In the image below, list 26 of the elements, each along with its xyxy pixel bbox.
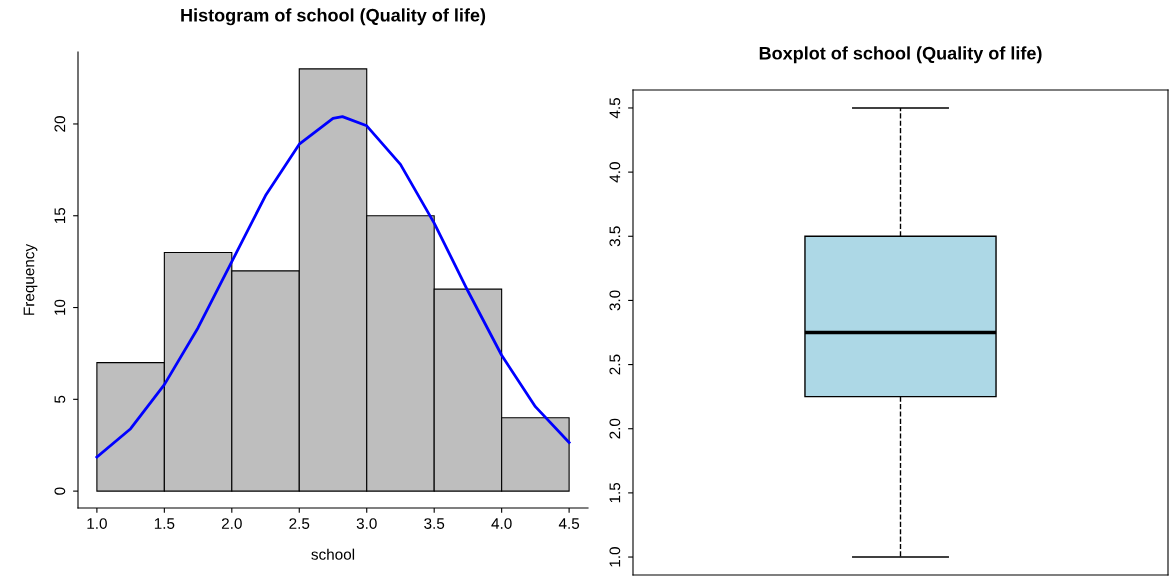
y-tick-label: 3.0 [609, 290, 621, 311]
line-series [95, 115, 571, 459]
y-axis-title: Frequency [23, 243, 38, 315]
y-tick-label: 0 [54, 487, 66, 495]
x-tick-label: 2.5 [289, 518, 310, 529]
y-tick-label: 15 [54, 207, 66, 224]
y-tick-label: 20 [54, 116, 66, 132]
y-tick-label: 3.5 [609, 226, 621, 247]
chart-title: Histogram of school (Quality of life) [181, 8, 486, 26]
x-tick-label: 1.5 [154, 518, 175, 529]
x-tick-label: 4.5 [558, 518, 580, 529]
x-tick-label: 4.0 [491, 518, 512, 529]
y-tick-label: 1.5 [609, 482, 621, 503]
x-tick-label: 3.5 [424, 518, 445, 529]
x-tick-label: 3.0 [356, 518, 377, 529]
x-tick-label: 1.0 [87, 518, 107, 529]
x-axis-title: school [311, 548, 355, 560]
y-tick-label: 4.0 [609, 162, 621, 183]
y-tick-label: 5 [54, 395, 66, 403]
y-tick-label: 1.0 [609, 547, 621, 567]
y-tick-label: 2.5 [609, 354, 621, 375]
chart-title: Boxplot of school (Quality of life) [759, 46, 1042, 64]
x-tick-label: 2.0 [221, 518, 242, 529]
y-tick-label: 2.0 [609, 418, 621, 439]
y-tick-label: 4.5 [609, 97, 621, 119]
y-tick-label: 10 [54, 299, 66, 315]
